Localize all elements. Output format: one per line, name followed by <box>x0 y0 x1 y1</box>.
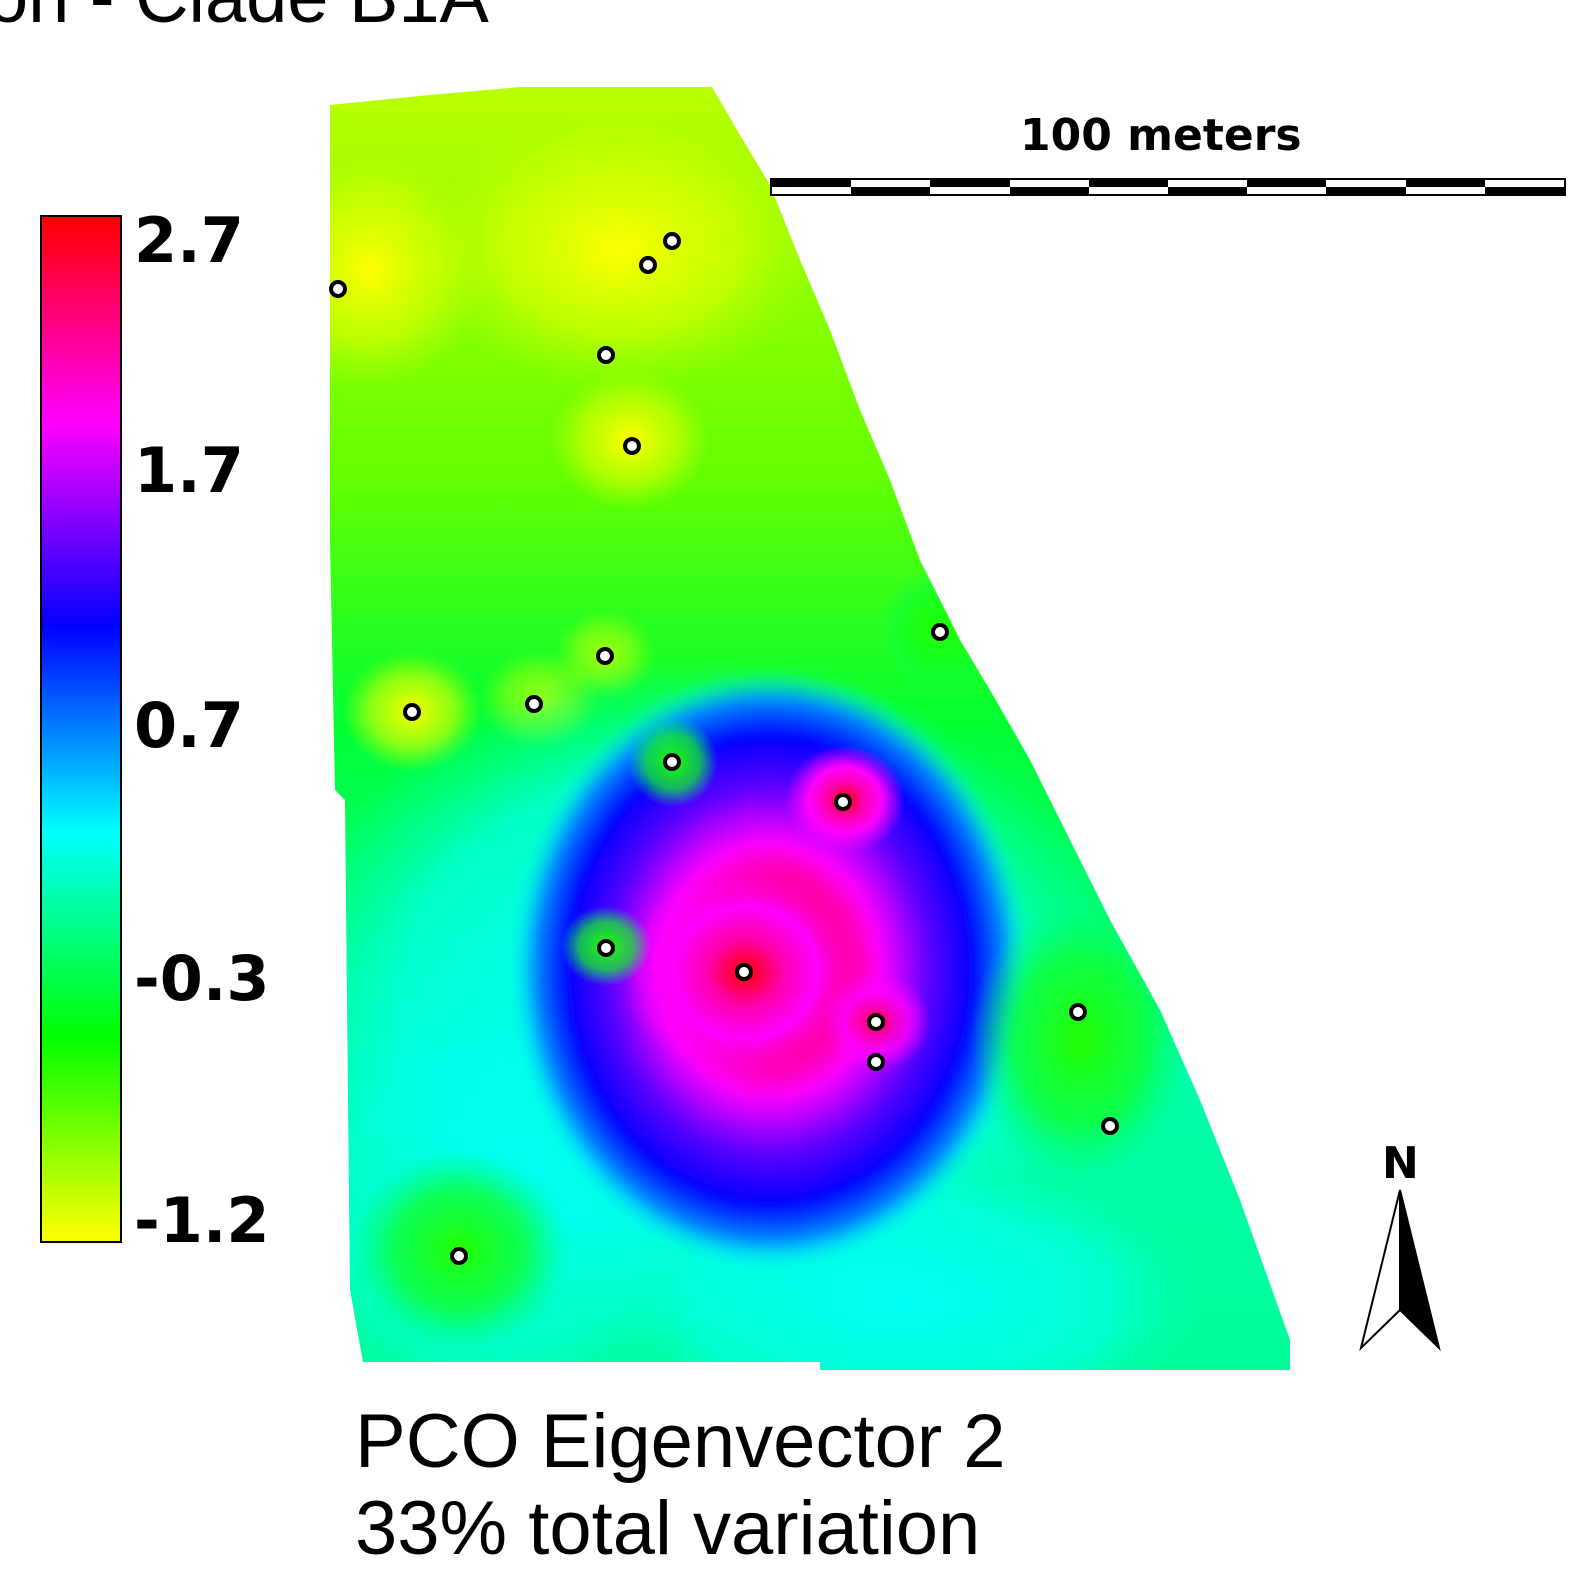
sample-point-14 <box>867 1013 885 1031</box>
sample-point-13 <box>735 963 753 981</box>
sample-point-6 <box>596 647 614 665</box>
sample-point-12 <box>597 939 615 957</box>
legend-label-4: -0.3 <box>134 942 270 1015</box>
sample-point-4 <box>597 346 615 364</box>
sample-point-1 <box>329 280 347 298</box>
scale-bar-label: 100 meters <box>1020 110 1302 161</box>
sample-point-11 <box>834 793 852 811</box>
sample-point-18 <box>450 1247 468 1265</box>
sample-point-15 <box>867 1053 885 1071</box>
sample-point-8 <box>403 703 421 721</box>
north-arrow-icon <box>1359 1189 1441 1352</box>
legend-label-min: -1.2 <box>134 1184 270 1257</box>
sample-point-10 <box>931 623 949 641</box>
legend-label-3: 0.7 <box>134 689 244 762</box>
sample-point-7 <box>525 695 543 713</box>
map-title-top: tion - Clade B1A <box>0 0 489 34</box>
color-scale-bar <box>40 215 122 1243</box>
sample-point-3 <box>663 232 681 250</box>
legend-label-2: 1.7 <box>134 434 244 507</box>
sample-point-9 <box>663 753 681 771</box>
sample-point-17 <box>1101 1117 1119 1135</box>
scale-bar <box>770 178 1566 196</box>
sample-points <box>329 232 1119 1265</box>
map-caption: PCO Eigenvector 2 33% total variation <box>355 1398 1006 1573</box>
caption-line-1: PCO Eigenvector 2 <box>355 1399 1006 1484</box>
sample-point-16 <box>1069 1003 1087 1021</box>
north-label: N <box>1382 1138 1419 1189</box>
legend-label-max: 2.7 <box>134 204 244 277</box>
sample-point-5 <box>623 437 641 455</box>
map-surface <box>330 87 1290 1370</box>
caption-line-2: 33% total variation <box>355 1486 981 1572</box>
sample-point-2 <box>639 256 657 274</box>
